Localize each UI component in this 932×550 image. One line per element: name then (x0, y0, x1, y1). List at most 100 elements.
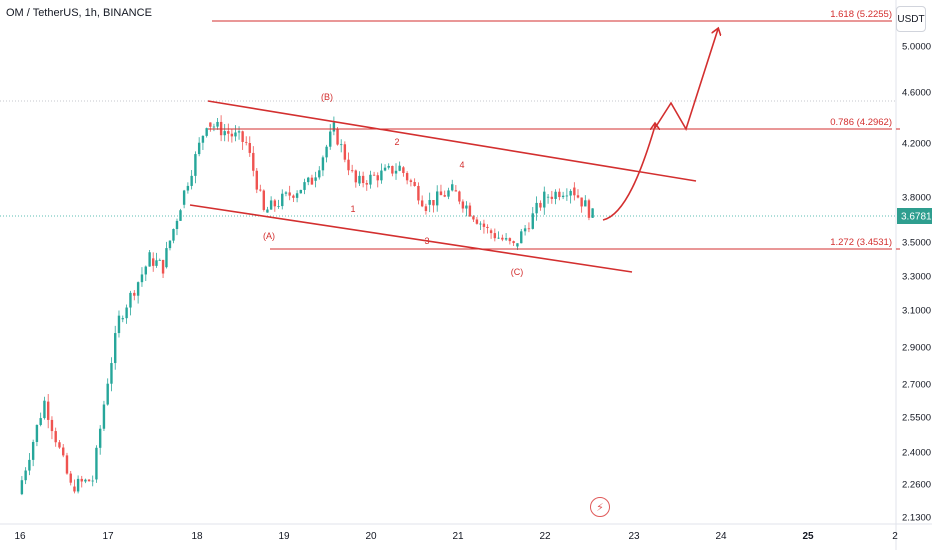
candle-body (230, 133, 234, 137)
candle-body (565, 195, 569, 197)
candle-body (516, 243, 519, 247)
candle-body (329, 131, 332, 147)
wave-label: (C) (511, 267, 524, 277)
candle-body (520, 231, 523, 244)
projection-zigzag-arrow (654, 29, 718, 131)
candle-body (114, 333, 117, 364)
candle-body (436, 191, 439, 206)
candle-body (58, 442, 61, 448)
candle-body (84, 479, 87, 482)
candle-body (292, 195, 295, 198)
candle-body (580, 197, 583, 207)
candle-body (172, 229, 175, 241)
candle-body (43, 400, 46, 419)
channel-upper-line (207, 100, 697, 182)
candle-body (361, 175, 365, 184)
candle-body (372, 174, 376, 176)
candle-body (28, 459, 31, 471)
candle-body (209, 122, 212, 127)
date-tick-label: 24 (715, 531, 727, 542)
price-axis[interactable]: 5.0000 4.6000 4.2000 3.8000 3.5000 3.3000 3.10… (896, 20, 932, 524)
candle-body (310, 177, 314, 185)
candle-body (387, 165, 390, 168)
candle-body (428, 199, 431, 205)
candle-body (318, 170, 321, 178)
candle-body (148, 252, 151, 267)
date-tick-label: 17 (102, 531, 114, 542)
current-price-label: 3.6781 (901, 212, 932, 223)
candle-body (587, 200, 591, 218)
price-tick-label: 2.4000 (902, 448, 931, 459)
candle-body (269, 200, 273, 210)
price-tick-label: 2.9000 (902, 343, 931, 354)
candle-body (493, 233, 497, 239)
candle-body (523, 228, 527, 232)
lightning-icon[interactable]: ⚡ (590, 497, 610, 517)
candle-body (504, 238, 508, 240)
time-axis[interactable]: 16 17 18 19 20 21 22 23 24 25 2 (14, 531, 898, 542)
candle-body (454, 190, 458, 192)
price-tick-label: 4.6000 (902, 88, 931, 99)
candle-body (129, 292, 132, 308)
currency-selector[interactable]: USDT (896, 6, 926, 32)
candle-body (461, 201, 465, 209)
candle-body (479, 223, 482, 225)
candle-body (197, 142, 201, 155)
candle-body (482, 223, 486, 227)
candle-body (121, 318, 124, 320)
candle-body (95, 447, 98, 480)
candle-body (266, 209, 269, 213)
candle-body (465, 205, 468, 209)
candle-body (69, 473, 72, 483)
fib-level-label: 0.786 (4.2962) (830, 117, 892, 128)
candle-body (182, 190, 186, 205)
candle-body (391, 165, 394, 174)
candle-body (46, 401, 50, 420)
candle-body (369, 174, 372, 185)
candle-body (50, 419, 54, 432)
fib-level-label: 1.272 (3.4531) (830, 237, 892, 248)
channel-lower-line (189, 204, 633, 273)
candle-body (420, 200, 424, 207)
candle-body (234, 132, 237, 137)
candle-body (413, 181, 416, 186)
candle-body (486, 226, 489, 229)
date-tick-label: 23 (628, 531, 640, 542)
candle-body (475, 219, 479, 224)
price-tick-label: 3.8000 (902, 193, 931, 204)
plot-area[interactable] (0, 0, 896, 524)
candle-body (35, 424, 39, 442)
date-tick-label: 20 (365, 531, 377, 542)
candle-body (354, 170, 358, 183)
candle-body (376, 175, 379, 181)
candle-body (347, 159, 350, 171)
candle-body (201, 135, 205, 143)
fib-level-label: 1.618 (5.2255) (830, 9, 892, 20)
projection-curve-arrow (602, 124, 655, 221)
candle-body (227, 131, 230, 134)
candle-body (443, 195, 446, 197)
candle-body (136, 282, 140, 296)
wave-label: 4 (459, 160, 464, 170)
candle-body (458, 191, 461, 202)
price-tick-label: 3.3000 (902, 272, 931, 283)
candle-body (508, 238, 512, 242)
candle-body (216, 121, 219, 127)
candle-body (165, 248, 168, 268)
price-tick-label: 2.5500 (902, 413, 931, 424)
candle-body (80, 478, 83, 482)
candle-body (543, 191, 546, 208)
candle-body (358, 175, 361, 184)
candle-body (531, 213, 534, 229)
wave-label: (B) (321, 92, 333, 102)
candle-body (472, 216, 475, 220)
candle-body (20, 480, 24, 495)
candle-body (447, 190, 450, 197)
candle-body (252, 152, 255, 171)
wave-label: 2 (394, 137, 399, 147)
candle-body (102, 404, 106, 429)
candle-body (158, 259, 161, 261)
candle-body (194, 154, 197, 176)
candle-body (573, 187, 576, 196)
